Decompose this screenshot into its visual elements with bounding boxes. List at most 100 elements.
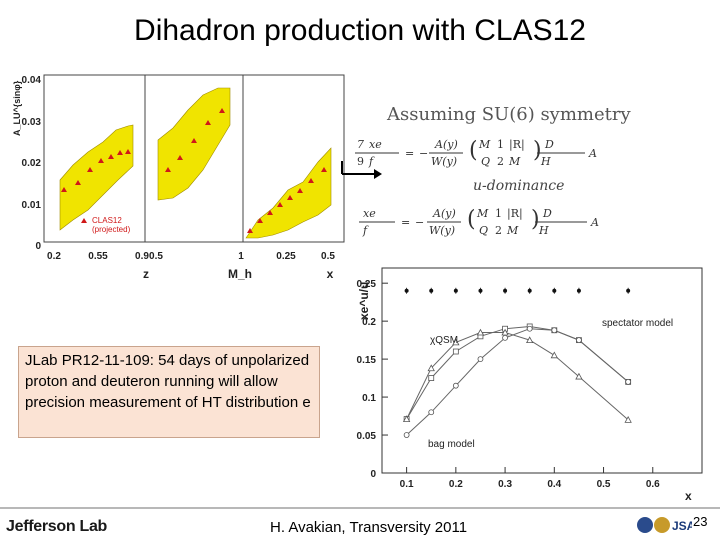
x-tick-label: 0.4 [547, 479, 561, 490]
clas12-point [61, 187, 67, 192]
left-asymmetry-figure: CLAS12 (projected) 0.04 0.03 0.02 0.01 0… [12, 74, 345, 281]
svg-text:M: M [508, 155, 521, 168]
data-point-circle [428, 409, 435, 416]
x-tick-label: 0.1 [400, 479, 414, 490]
z-tick: 0.9 [135, 251, 149, 262]
data-point-dot [527, 287, 532, 294]
formula-equation-2: xe f = − A(y) W(y) ( M Q 1 2 |R| M ) D H… [359, 207, 599, 237]
z-tick: 0.55 [88, 251, 108, 262]
x-tick: 0.25 [276, 251, 296, 262]
svg-text:9: 9 [357, 155, 364, 168]
author-credit: H. Avakian, Transversity 2011 [270, 519, 468, 536]
clas12-point [287, 195, 293, 200]
data-point-dot [552, 287, 557, 294]
data-point-square [428, 375, 435, 381]
chart-y-label: xe^u/u [357, 282, 371, 320]
jefferson-lab-logo: Jefferson Lab [6, 518, 108, 535]
left-y-tick: 0.03 [22, 117, 42, 128]
formula-heading: Assuming SU(6) symmetry [386, 104, 631, 125]
svg-text:): ) [531, 207, 540, 232]
clas12-point [321, 167, 327, 172]
svg-text:H: H [538, 224, 549, 237]
xeu-chart: 0.1 0.2 0.3 0.4 0.5 0.6 0 0.05 0.1 0.15 0.2 0.25 xe… [357, 267, 703, 503]
data-point-circle [403, 432, 410, 438]
mh-tick: 1 [238, 251, 244, 262]
chart-x-label: x [685, 489, 692, 503]
formula-equation-1: 7 xe 9 f = − A(y) W(y) ( M Q 1 2 |R| M )… [355, 138, 597, 168]
band-x [245, 147, 332, 239]
clas12-point [308, 178, 314, 183]
svg-text:xe: xe [369, 138, 382, 151]
data-point-dot [429, 287, 434, 294]
slide-number: 23 [693, 514, 708, 529]
svg-text:M: M [506, 224, 519, 237]
clas12-point [267, 210, 273, 215]
clas12-point [191, 138, 197, 143]
svg-text:): ) [533, 138, 542, 163]
svg-text:f: f [368, 155, 375, 168]
clas12-point [297, 188, 303, 193]
data-point-triangle [575, 372, 583, 380]
clas12-points [61, 108, 327, 233]
clas12-point [219, 108, 225, 113]
svg-text:1: 1 [495, 207, 502, 220]
left-y-tick: 0.04 [22, 75, 42, 86]
data-point-dot [404, 287, 409, 294]
svg-text:(: ( [467, 207, 476, 232]
clas12-point [205, 120, 211, 125]
slide-title: Dihadron production with CLAS12 [134, 14, 586, 47]
x-tick: 0.5 [321, 251, 335, 262]
data-point-circle [625, 378, 632, 385]
data-point-triangle [452, 338, 460, 346]
data-point-triangle [402, 415, 411, 422]
chart-ticks: 0.1 0.2 0.3 0.4 0.5 0.6 0 0.05 0.1 0.15 0.2 0.25 [357, 279, 661, 490]
y-tick-label: 0.1 [362, 393, 376, 404]
clas12-point [247, 228, 253, 233]
svg-text:W(y): W(y) [431, 155, 457, 168]
su6-formula-figure: Assuming SU(6) symmetry 7 xe 9 f = − A(y… [355, 104, 631, 237]
data-point-circle [576, 337, 582, 344]
svg-text:7: 7 [357, 138, 364, 151]
annotation-chiqsm: χQSM [430, 335, 458, 346]
z-tick: 0.2 [47, 251, 61, 262]
z-axis-label: z [143, 267, 149, 281]
clas12-point [108, 154, 114, 159]
left-y-label: A_LU^{sinφ} [12, 80, 22, 136]
proposal-note: JLab PR12-11-109: 54 days of unpolarized… [18, 346, 320, 438]
data-point-dot [626, 287, 631, 294]
data-point-dot [503, 287, 508, 294]
svg-text:A: A [590, 216, 599, 229]
clas12-point [98, 158, 104, 163]
left-y-tick: 0.02 [22, 158, 42, 169]
plot-area [381, 267, 703, 474]
svg-text:D: D [542, 207, 552, 220]
svg-text:D: D [544, 138, 554, 151]
svg-text:f: f [362, 224, 369, 237]
x-tick-label: 0.3 [498, 479, 512, 490]
data-point-dot [576, 287, 581, 294]
clas12-point [165, 167, 171, 172]
legend-label-projected: (projected) [92, 225, 131, 234]
svg-text:2: 2 [495, 224, 502, 237]
clas12-point [87, 167, 93, 172]
y-tick-label: 0.2 [362, 317, 376, 328]
data-point-circle [502, 334, 508, 341]
mh-tick: 0.5 [149, 251, 163, 262]
data-point-circle [452, 382, 459, 389]
svg-text:|R|: |R| [507, 207, 523, 221]
y-tick-label: 0.05 [357, 431, 377, 442]
annotation-spectator-model: spectator model [602, 318, 673, 329]
mh-axis-label: M_h [228, 267, 252, 281]
data-point-dot [453, 287, 458, 294]
y-tick-label: 0.15 [357, 355, 377, 366]
data-point-triangle [427, 364, 435, 372]
chart-series [402, 287, 632, 438]
svg-text:W(y): W(y) [429, 224, 455, 237]
svg-text:H: H [540, 155, 551, 168]
svg-text:A(y): A(y) [434, 138, 458, 151]
clas12-point [117, 150, 123, 155]
svg-text:|R|: |R| [509, 138, 525, 152]
svg-text:Q: Q [479, 224, 488, 237]
x-axis-label: x [327, 267, 334, 281]
data-point-triangle [476, 328, 485, 336]
